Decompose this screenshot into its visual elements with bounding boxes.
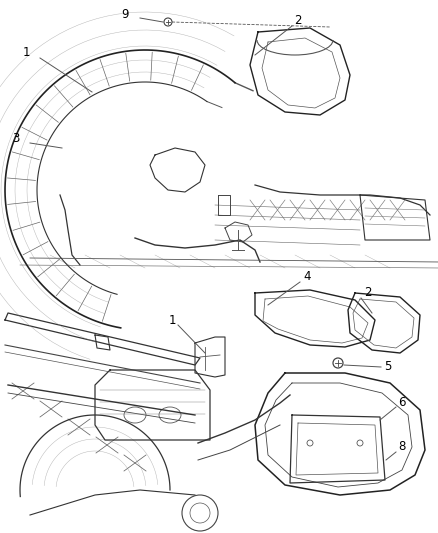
Text: 8: 8 <box>398 440 406 454</box>
Text: 1: 1 <box>22 46 30 60</box>
Text: 2: 2 <box>364 287 372 300</box>
Text: 6: 6 <box>398 397 406 409</box>
Text: 1: 1 <box>168 313 176 327</box>
Text: 4: 4 <box>303 271 311 284</box>
Text: 2: 2 <box>294 13 302 27</box>
Text: 9: 9 <box>121 7 129 20</box>
Text: 3: 3 <box>12 132 20 144</box>
Text: 5: 5 <box>384 360 392 374</box>
